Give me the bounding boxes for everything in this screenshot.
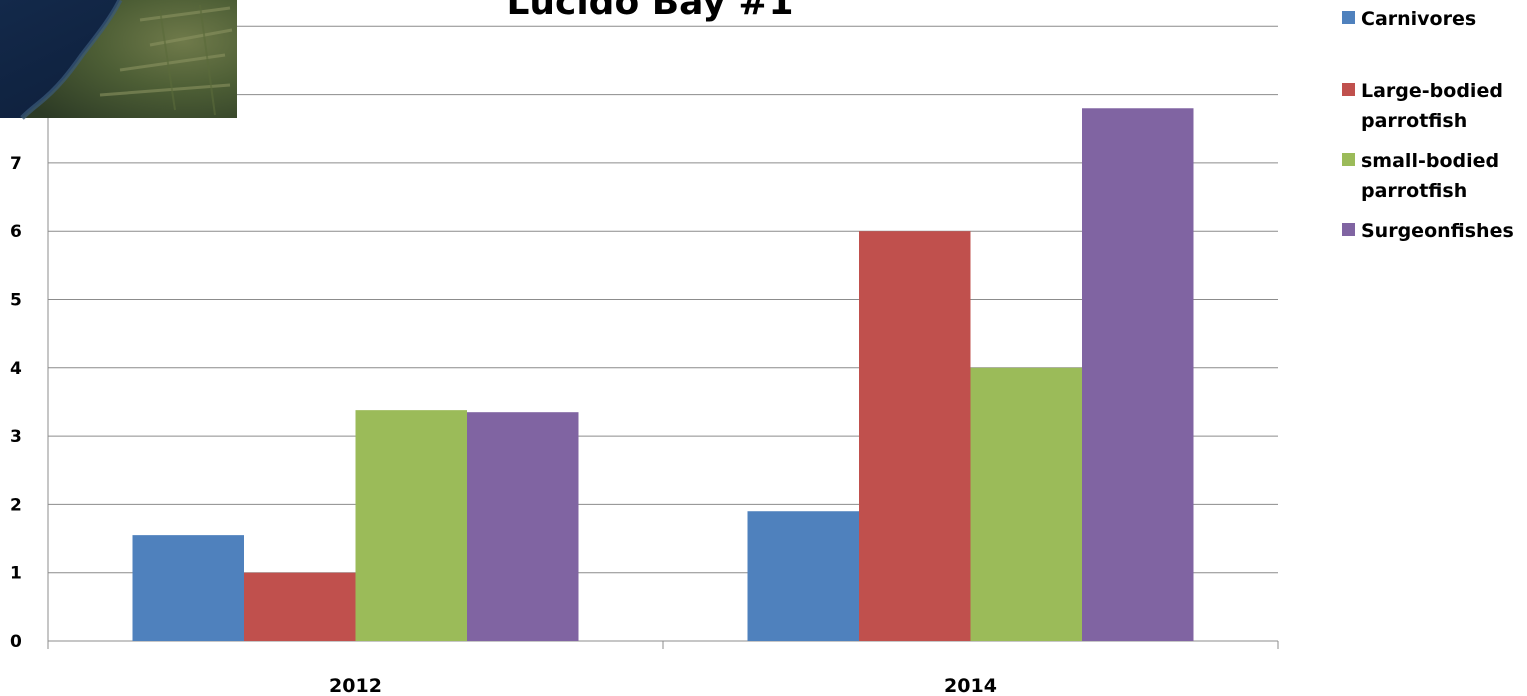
- bar-small-bodied-parrotfish-2014: [970, 367, 1082, 641]
- y-tick-label-7: 7: [10, 154, 22, 174]
- legend-label-carnivores: Carnivores: [1361, 8, 1476, 30]
- bar-carnivores-2012: [132, 535, 244, 641]
- bars: [132, 108, 1194, 641]
- bar-surgeonfishes-2014: [1082, 108, 1194, 641]
- legend: Carnivores Large-bodied parrotfish small-bo…: [1342, 8, 1514, 242]
- x-category-label-2014: 2014: [944, 675, 997, 696]
- legend-swatch-carnivores: [1342, 11, 1355, 24]
- satellite-coastline-photo-icon: [0, 0, 237, 120]
- legend-label-surgeonfishes: Surgeonfishes: [1361, 220, 1514, 242]
- y-tick-label-4: 4: [10, 359, 22, 379]
- gridlines: [48, 25, 1278, 574]
- bar-small-bodied-parrotfish-2012: [355, 410, 467, 641]
- legend-label-large-bodied-parrotfish: parrotfish: [1361, 110, 1467, 132]
- bar-large-bodied-parrotfish-2012: [244, 572, 356, 641]
- legend-label-small-bodied-parrotfish: small-bodied: [1361, 150, 1499, 172]
- y-tick-label-1: 1: [10, 564, 22, 584]
- bar-carnivores-2014: [747, 511, 859, 641]
- legend-label-large-bodied-parrotfish: Large-bodied: [1361, 80, 1503, 102]
- x-category-labels: 2012 2014: [329, 675, 997, 696]
- y-tick-label-3: 3: [10, 427, 22, 447]
- y-tick-label-5: 5: [10, 291, 22, 311]
- bar-surgeonfishes-2012: [467, 412, 579, 641]
- legend-swatch-surgeonfishes: [1342, 223, 1355, 236]
- legend-label-small-bodied-parrotfish: parrotfish: [1361, 180, 1467, 202]
- y-tick-label-6: 6: [10, 222, 22, 242]
- chart-title: Lucido Bay #1: [506, 0, 793, 23]
- bar-large-bodied-parrotfish-2014: [859, 231, 971, 641]
- y-tick-label-0: 0: [10, 632, 22, 652]
- legend-swatch-small-bodied-parrotfish: [1342, 153, 1355, 166]
- legend-swatch-large-bodied-parrotfish: [1342, 83, 1355, 96]
- y-tick-labels: 0 1 2 3 4 5 6 7: [10, 154, 22, 652]
- y-tick-label-2: 2: [10, 495, 22, 515]
- x-category-label-2012: 2012: [329, 675, 382, 696]
